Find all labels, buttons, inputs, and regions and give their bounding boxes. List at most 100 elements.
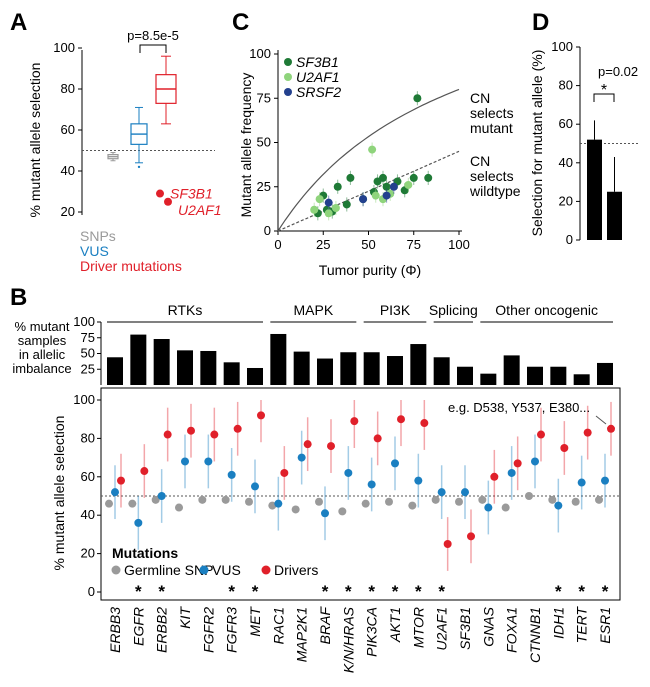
panel-b: B RTKs MAPK PI3K Splicing Other oncogenic 25… [10,284,621,674]
b-dot-vus-TERT [577,478,586,487]
b-imbalance-bar-AKT1 [387,356,403,385]
b-imbalance-bar-ERBB2 [153,339,170,385]
d-tick-label: 40 [559,155,573,170]
c-legend-label: SRSF2 [296,84,341,100]
b-dot-driver-EGFR [140,467,149,476]
d-tick-label: 60 [559,116,573,131]
panel-b-annotation: e.g. D538, Y537, E380... [448,400,590,415]
b-dot-driver-ESR1 [607,424,615,433]
b-dot-driver-FOXA1 [513,459,522,468]
b-dot-driver-RAC1 [280,468,289,477]
panel-b-legend-title: Mutations [112,545,178,561]
b-top-tick-label: 25 [81,361,95,376]
c-ytick-label: 0 [264,223,271,238]
panel-d-bracket [593,93,615,102]
b-dot-snp-MET [245,497,253,506]
c-point-U2AF1 [331,203,340,212]
b-top-ylabel-line: in allelic [19,347,66,362]
b-gene-label: MTOR [410,607,426,648]
b-dot-vus-ESR1 [601,476,609,485]
b-imbalance-bar-KIT [177,350,193,385]
b-dot-snp-GNAS [478,495,487,504]
b-dot-driver-K/N/HRAS [350,417,359,426]
b-dot-driver-GNAS [490,472,499,481]
b-dot-driver-AKT1 [397,415,405,424]
b-dot-snp-K/N/HRAS [338,507,347,516]
b-imbalance-bar-CTNNB1 [527,366,543,385]
panel-b-bottom-ticks: 0 20 40 60 80 100 [73,392,101,599]
panel-d-ylabel: Selection for mutant allele (%) [529,50,545,237]
panel-b-annotation-pointer [595,415,607,425]
b-dot-driver-FGFR3 [233,424,242,433]
b-gene-label: EGFR [130,607,146,646]
b-imbalance-bar-FGFR2 [200,350,217,385]
c-xtick-label: 0 [274,237,281,252]
b-gene-label: CTNNB1 [527,607,543,663]
b-star: * [438,582,445,601]
c-ytick-label: 50 [257,135,271,150]
b-group-label: Other oncogenic [495,302,598,318]
b-top-tick-label: 100 [73,314,95,329]
b-top-tick-label: 75 [81,330,95,345]
b-gene-label: ESR1 [597,607,613,644]
b-imbalance-bar-MAP2K1 [293,351,310,385]
a-driver-point-U2AF1 [164,197,172,206]
b-gene-label: IDH1 [550,607,566,639]
b-imbalance-bar-IDH1 [550,366,567,385]
b-bottom-tick-label: 100 [73,392,95,407]
b-legend-marker [261,565,271,575]
b-gene-label: ERBB3 [107,607,123,653]
c-point-U2AF1 [371,191,380,200]
b-star: * [392,582,399,601]
panel-c-points [310,91,433,221]
b-star: * [368,582,375,601]
b-imbalance-bar-FGFR3 [223,362,240,385]
b-dot-driver-MAP2K1 [303,440,312,449]
b-star: * [228,582,235,601]
b-imbalance-bar-FOXA1 [503,355,520,385]
c-legend-marker [284,58,292,66]
b-dot-driver-ERBB2 [163,430,172,439]
b-dot-vus-SF3B1 [461,488,469,497]
b-bottom-tick-label: 20 [81,546,95,561]
b-star: * [322,582,329,601]
panel-d-y-ticks: 0 20 40 60 80 100 [551,39,580,247]
a-point-label: U2AF1 [178,202,222,218]
panel-b-groups: RTKs MAPK PI3K Splicing Other oncogenic [107,302,613,323]
b-dot-vus-KIT [181,457,189,466]
panel-a-legend-drivers: Driver mutations [80,258,182,274]
panel-d-bars [587,120,622,240]
b-imbalance-bar-TERT [573,374,590,385]
b-dot-snp-CTNNB1 [525,492,533,500]
panel-c-curve-wildtype [277,150,460,232]
b-imbalance-bar-EGFR [130,334,147,385]
c-legend-label: SF3B1 [296,54,339,70]
b-dot-vus-FOXA1 [507,468,516,477]
b-dot-vus-RAC1 [274,499,283,508]
b-dot-vus-K/N/HRAS [344,468,353,477]
b-top-ylabel-line: samples [18,333,67,348]
d-bar-0 [587,139,602,240]
panel-c-letter: C [232,9,249,36]
a-tick-label: 40 [61,163,75,178]
b-dot-vus-IDH1 [554,501,563,510]
b-group-label: MAPK [293,302,333,318]
b-dot-snp-U2AF1 [431,495,440,504]
c-point-SRSF2 [324,198,333,207]
c-point-SF3B1 [378,173,387,182]
panel-b-gene-labels: ERBB3 EGFR ERBB2 KIT FGFR2 FGFR3 MET RAC1 MAP2K1… [107,606,613,674]
b-star: * [135,582,142,601]
b-gene-label: MAP2K1 [294,607,310,662]
c-ytick-label: 25 [257,179,271,194]
b-star: * [345,582,352,601]
b-imbalance-bar-GNAS [480,373,497,385]
c-legend-marker [284,88,292,96]
b-star: * [252,582,259,601]
a-tick-label: 20 [61,204,75,219]
a-point-label: SF3B1 [170,186,213,202]
b-bottom-tick-label: 80 [81,430,95,445]
c-point-U2AF1 [368,145,377,154]
b-gene-label: KIT [177,606,193,629]
